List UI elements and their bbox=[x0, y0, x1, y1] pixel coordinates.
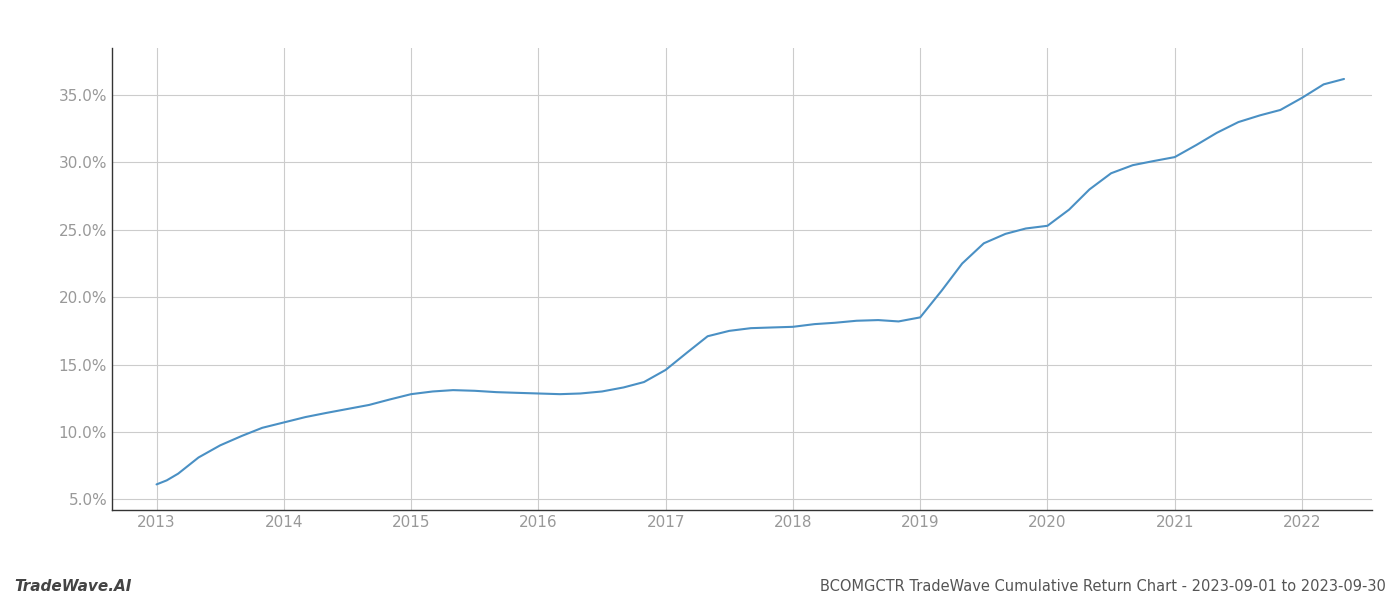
Text: TradeWave.AI: TradeWave.AI bbox=[14, 579, 132, 594]
Text: BCOMGCTR TradeWave Cumulative Return Chart - 2023-09-01 to 2023-09-30: BCOMGCTR TradeWave Cumulative Return Cha… bbox=[820, 579, 1386, 594]
